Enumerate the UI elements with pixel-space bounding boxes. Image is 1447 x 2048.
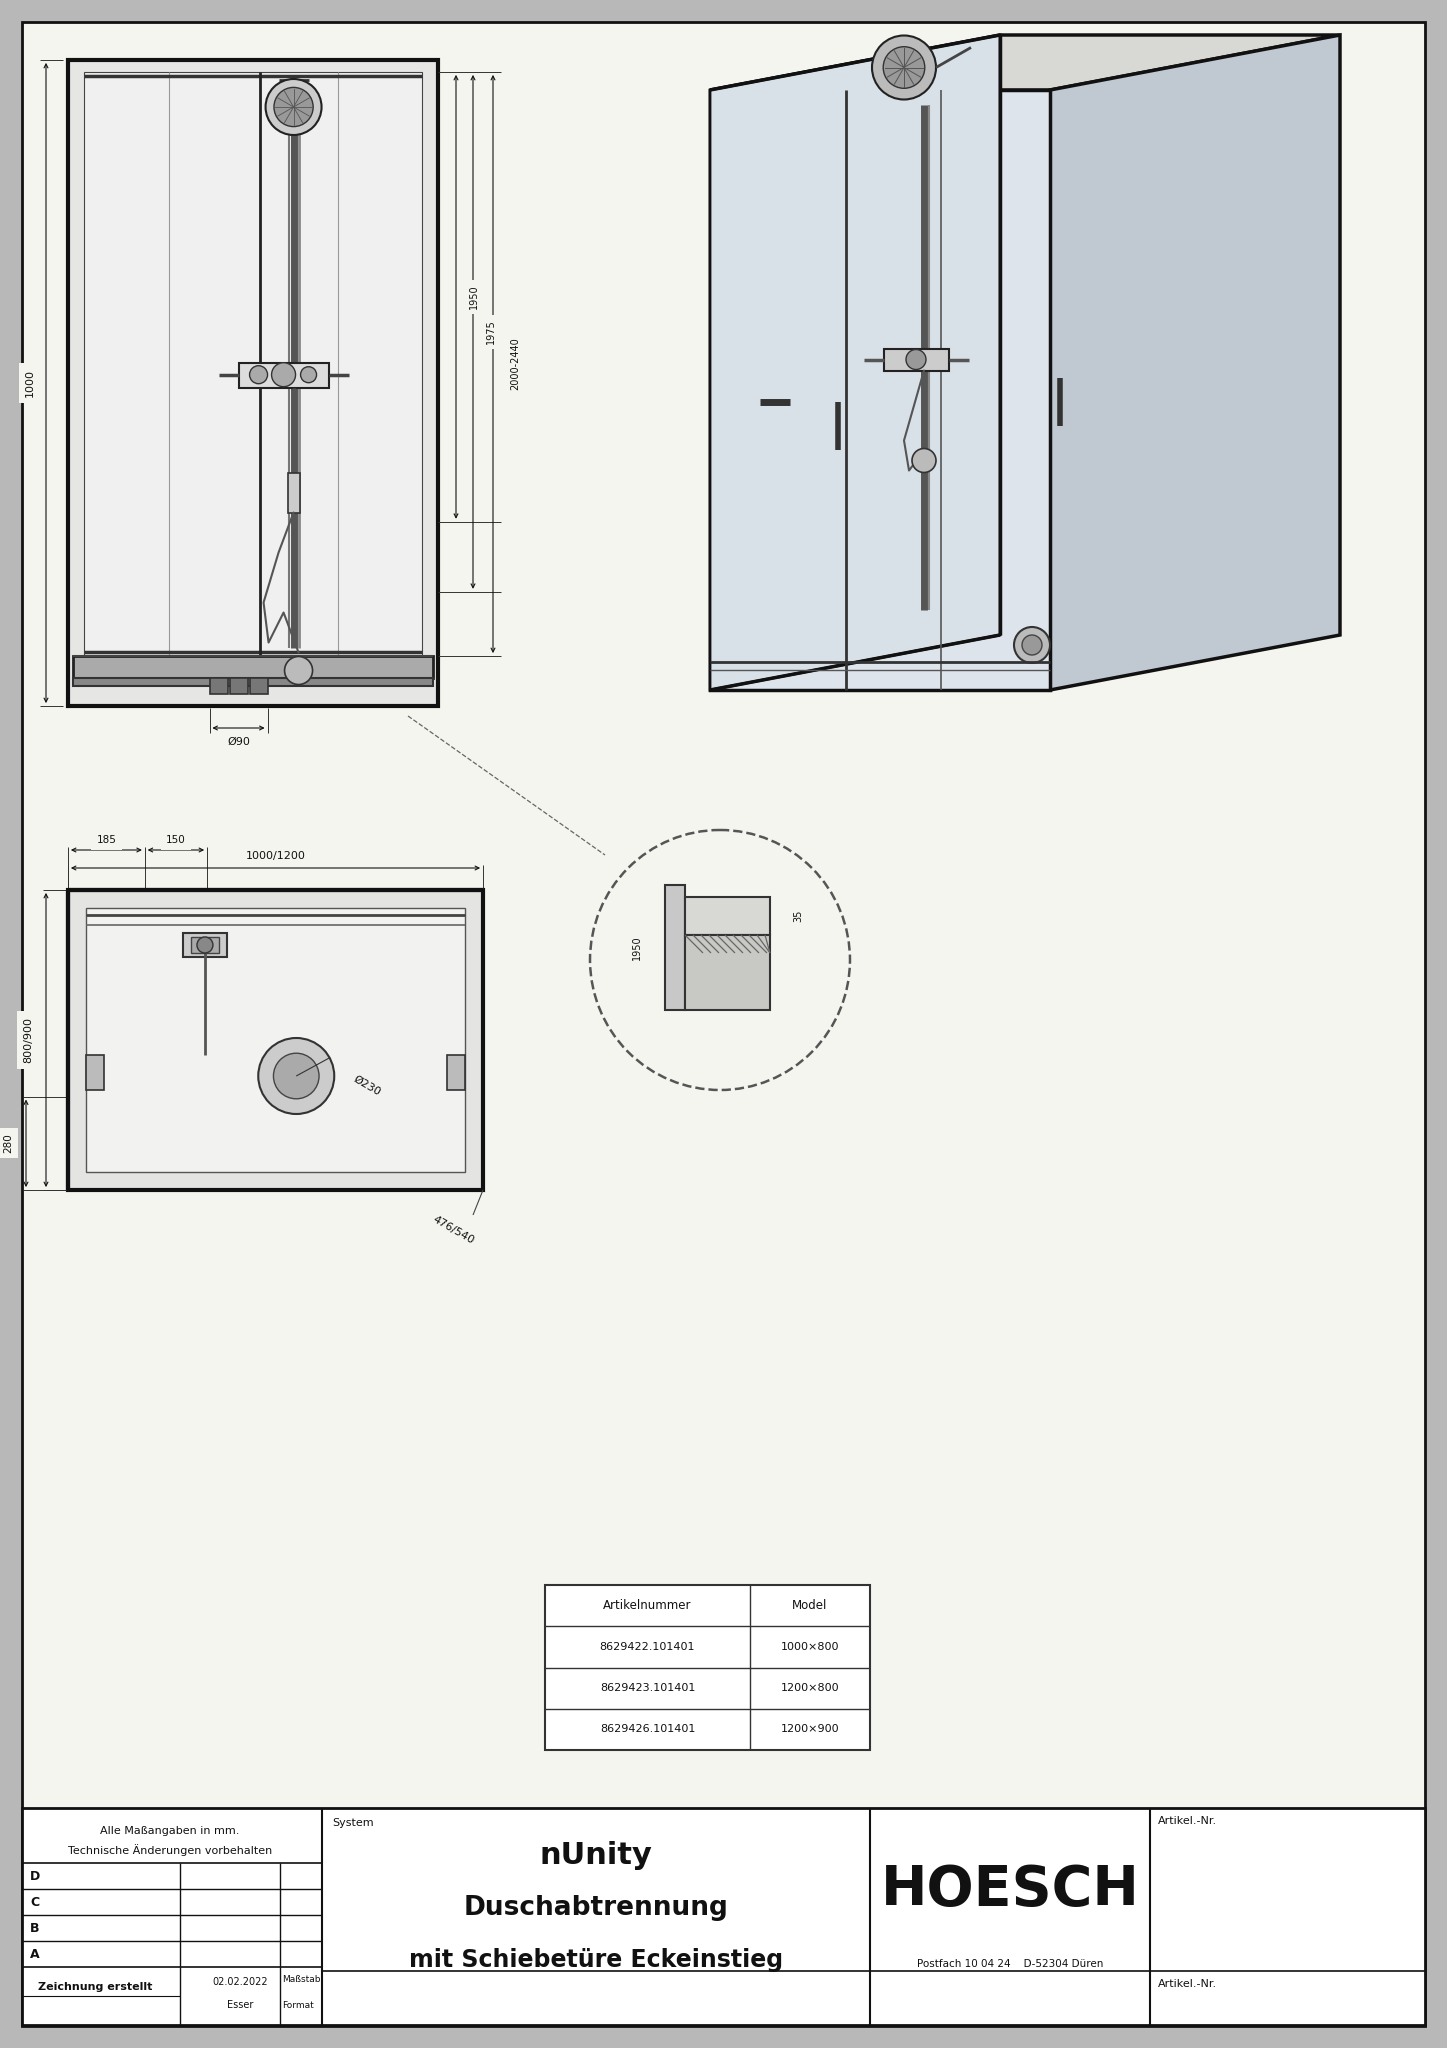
- Circle shape: [249, 367, 268, 383]
- Bar: [22, 1808, 1425, 2025]
- Bar: [447, 1055, 464, 1090]
- Bar: [72, 678, 433, 686]
- Bar: [288, 473, 300, 512]
- Text: Zeichnung erstellt: Zeichnung erstellt: [38, 1982, 152, 1993]
- Bar: [191, 938, 218, 952]
- Text: 1200×900: 1200×900: [781, 1724, 839, 1735]
- Text: D: D: [30, 1870, 41, 1882]
- Bar: [72, 655, 433, 678]
- Text: Duschabtrennung: Duschabtrennung: [463, 1894, 728, 1921]
- Polygon shape: [1051, 35, 1340, 690]
- Text: 800/900: 800/900: [23, 1018, 33, 1063]
- Text: B: B: [30, 1921, 39, 1935]
- Bar: [85, 907, 464, 1171]
- Circle shape: [1014, 627, 1051, 664]
- Circle shape: [912, 449, 936, 473]
- Bar: [68, 59, 438, 707]
- Text: Artikelnummer: Artikelnummer: [603, 1599, 692, 1612]
- Text: 185: 185: [97, 836, 116, 846]
- Polygon shape: [710, 35, 1340, 90]
- Bar: [884, 348, 949, 371]
- Circle shape: [590, 829, 849, 1090]
- Text: Model: Model: [793, 1599, 828, 1612]
- Bar: [710, 90, 1051, 690]
- Text: 8629422.101401: 8629422.101401: [599, 1642, 695, 1653]
- Text: Alle Maßangaben in mm.: Alle Maßangaben in mm.: [100, 1827, 240, 1835]
- Circle shape: [906, 350, 926, 369]
- Bar: [182, 934, 227, 956]
- Text: 150: 150: [166, 836, 185, 846]
- Circle shape: [266, 80, 321, 135]
- Text: 1000×800: 1000×800: [781, 1642, 839, 1653]
- Text: HOESCH: HOESCH: [881, 1864, 1139, 1917]
- Circle shape: [285, 657, 313, 684]
- Bar: [230, 678, 247, 694]
- Text: Artikel.-Nr.: Artikel.-Nr.: [1158, 1817, 1217, 1827]
- Text: 1950: 1950: [632, 936, 642, 961]
- Text: 2000-2440: 2000-2440: [509, 338, 519, 391]
- Text: A: A: [30, 1948, 41, 1960]
- Text: 8629426.101401: 8629426.101401: [601, 1724, 695, 1735]
- Circle shape: [1022, 635, 1042, 655]
- Bar: [684, 897, 770, 936]
- Bar: [68, 891, 483, 1190]
- Text: 1950: 1950: [469, 285, 479, 309]
- Bar: [210, 678, 227, 694]
- Text: mit Schiebetüre Eckeinstieg: mit Schiebetüre Eckeinstieg: [410, 1948, 783, 1972]
- Text: 8629423.101401: 8629423.101401: [601, 1683, 695, 1694]
- Bar: [85, 1055, 104, 1090]
- Text: Ø90: Ø90: [227, 737, 250, 748]
- Circle shape: [883, 47, 925, 88]
- Text: 02.02.2022: 02.02.2022: [213, 1976, 268, 1987]
- Text: 1000/1200: 1000/1200: [246, 852, 305, 860]
- Text: Artikel.-Nr.: Artikel.-Nr.: [1158, 1978, 1217, 1989]
- Text: nUnity: nUnity: [540, 1841, 653, 1870]
- Text: 1975: 1975: [486, 319, 496, 344]
- Text: 280: 280: [3, 1133, 13, 1153]
- Circle shape: [258, 1038, 334, 1114]
- Bar: [84, 72, 423, 655]
- Circle shape: [873, 35, 936, 100]
- Text: 1200×800: 1200×800: [781, 1683, 839, 1694]
- Text: System: System: [331, 1819, 373, 1829]
- Text: Esser: Esser: [227, 2001, 253, 2009]
- Text: 35: 35: [793, 909, 803, 922]
- Circle shape: [273, 88, 313, 127]
- Bar: [239, 362, 328, 387]
- Bar: [684, 936, 770, 1010]
- Polygon shape: [710, 35, 1000, 690]
- Text: Format: Format: [282, 2001, 314, 2009]
- Text: Technische Änderungen vorbehalten: Technische Änderungen vorbehalten: [68, 1843, 272, 1855]
- Circle shape: [197, 938, 213, 952]
- Text: 1000: 1000: [25, 369, 35, 397]
- Text: 476/540: 476/540: [431, 1214, 476, 1245]
- Circle shape: [301, 367, 317, 383]
- Circle shape: [272, 362, 295, 387]
- Text: C: C: [30, 1896, 39, 1909]
- Text: Maßstab: Maßstab: [282, 1974, 320, 1985]
- Circle shape: [273, 1053, 318, 1100]
- Bar: [666, 885, 684, 1010]
- Bar: [249, 678, 268, 694]
- Bar: [546, 1585, 870, 1749]
- Text: Postfach 10 04 24    D-52304 Düren: Postfach 10 04 24 D-52304 Düren: [917, 1960, 1103, 1970]
- Text: Ø230: Ø230: [352, 1075, 382, 1098]
